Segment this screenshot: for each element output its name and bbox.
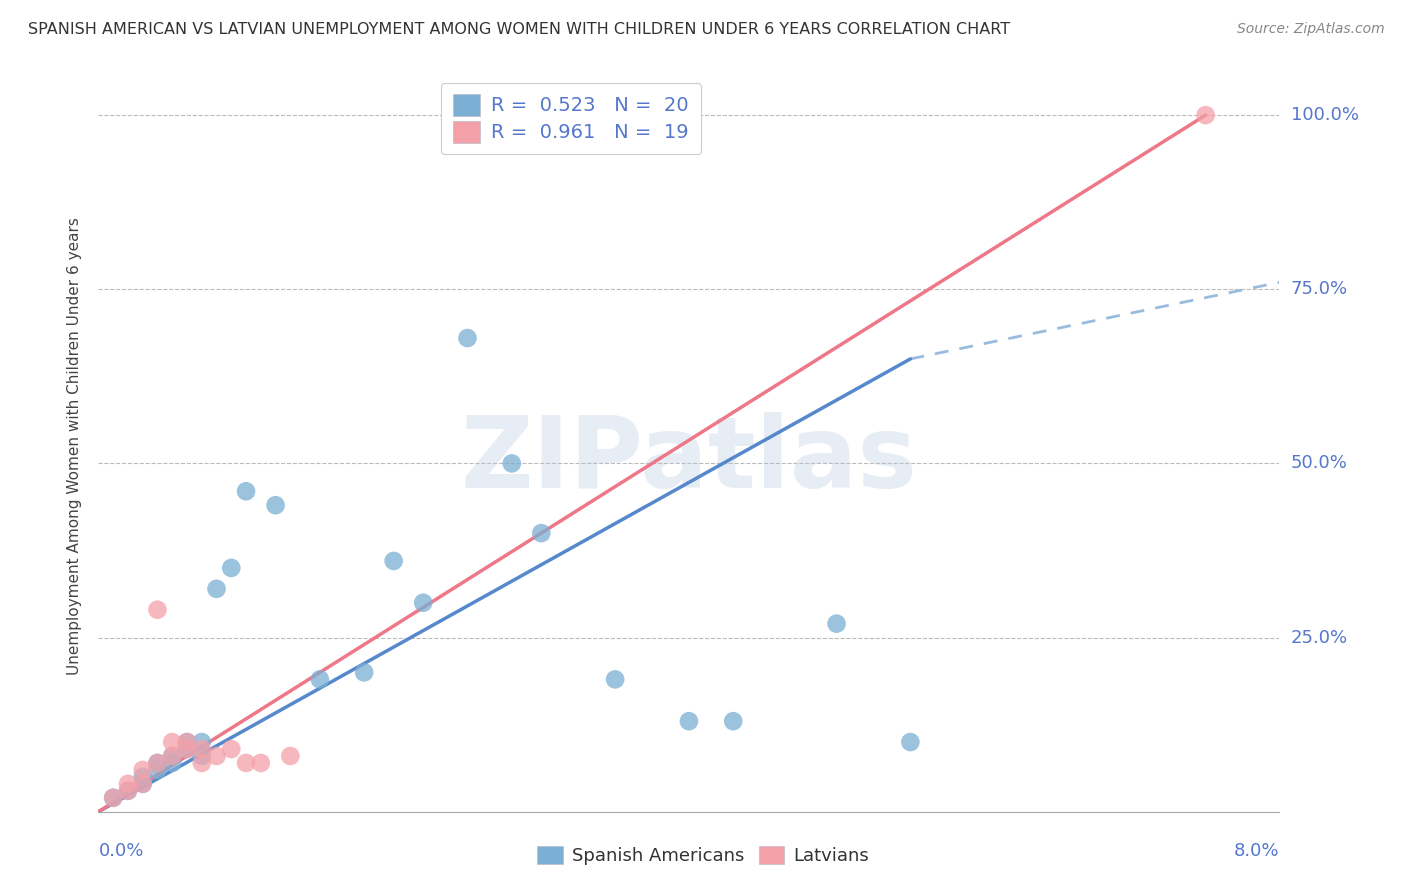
Text: 25.0%: 25.0% [1291,629,1348,647]
Point [235,484,257,499]
Point [501,457,523,471]
Point [221,742,243,756]
Point [162,749,183,764]
Point [117,777,139,791]
Point [250,756,273,770]
Text: SPANISH AMERICAN VS LATVIAN UNEMPLOYMENT AMONG WOMEN WITH CHILDREN UNDER 6 YEARS: SPANISH AMERICAN VS LATVIAN UNEMPLOYMENT… [28,22,1011,37]
Point [146,603,169,617]
Point [530,526,553,541]
Point [146,763,169,777]
Point [280,749,302,764]
Point [103,790,125,805]
Point [205,749,228,764]
Point [191,742,214,756]
Point [146,756,169,770]
Point [191,735,214,749]
Point [205,582,228,596]
Point [412,596,434,610]
Point [221,561,243,575]
Text: 75.0%: 75.0% [1291,280,1348,298]
Text: 8.0%: 8.0% [1234,842,1279,860]
Y-axis label: Unemployment Among Women with Children Under 6 years: Unemployment Among Women with Children U… [67,217,83,675]
Point [117,784,139,798]
Point [191,749,214,764]
Text: Source: ZipAtlas.com: Source: ZipAtlas.com [1237,22,1385,37]
Point [132,777,155,791]
Point [132,777,155,791]
Point [191,756,214,770]
Point [678,714,700,728]
Point [132,763,155,777]
Point [162,749,183,764]
Point [162,735,183,749]
Point [176,742,198,756]
Point [825,616,848,631]
Point [264,498,287,512]
Text: 0.0%: 0.0% [98,842,143,860]
Legend: R =  0.523   N =  20, R =  0.961   N =  19: R = 0.523 N = 20, R = 0.961 N = 19 [441,83,700,154]
Point [1195,108,1218,122]
Text: ZIPatlas: ZIPatlas [461,412,917,509]
Point [235,756,257,770]
Point [605,673,627,687]
Point [103,790,125,805]
Text: 100.0%: 100.0% [1291,106,1358,124]
Legend: Spanish Americans, Latvians: Spanish Americans, Latvians [530,838,876,872]
Point [176,735,198,749]
Point [176,735,198,749]
Point [309,673,332,687]
Point [382,554,405,568]
Text: 50.0%: 50.0% [1291,454,1347,473]
Point [117,784,139,798]
Point [457,331,479,345]
Point [146,756,169,770]
Point [162,756,183,770]
Point [176,742,198,756]
Point [723,714,745,728]
Point [900,735,922,749]
Point [353,665,375,680]
Point [132,770,155,784]
